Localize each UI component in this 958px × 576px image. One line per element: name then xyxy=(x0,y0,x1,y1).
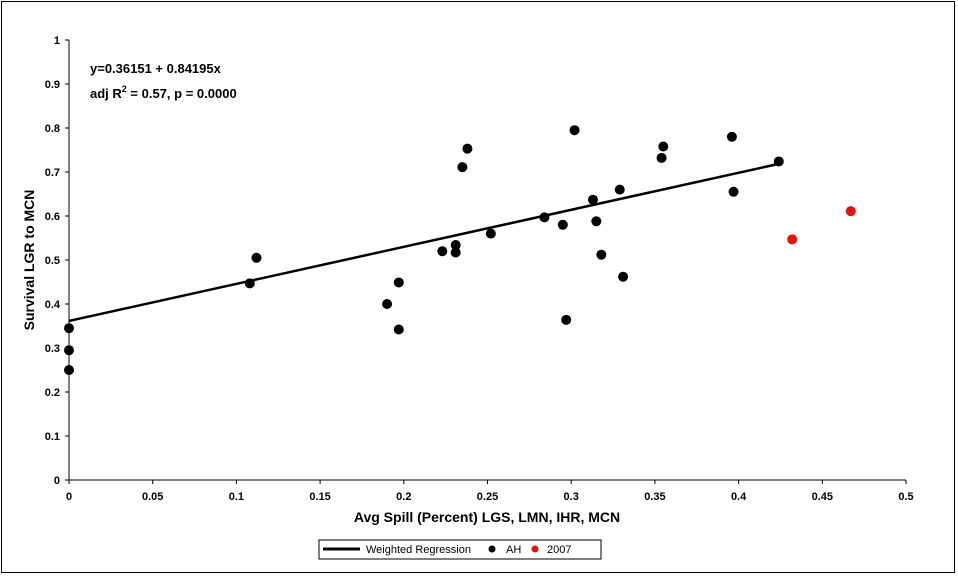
regression-equation: y=0.36151 + 0.84195x xyxy=(90,61,222,76)
data-point xyxy=(618,271,629,282)
data-point xyxy=(773,156,784,167)
plot-area xyxy=(69,40,906,480)
data-point xyxy=(244,278,255,289)
regression-stats: adj R2 = 0.57, p = 0.0000 xyxy=(90,84,237,101)
y-tick-label: 0.9 xyxy=(45,79,60,91)
data-point xyxy=(64,365,74,375)
data-point xyxy=(658,141,669,152)
series-2007 xyxy=(787,206,856,245)
x-tick-label: 0.4 xyxy=(731,491,747,503)
data-point xyxy=(614,184,625,195)
legend: Weighted Regression AH 2007 xyxy=(318,539,602,560)
x-tick-label: 0.5 xyxy=(898,491,913,503)
data-point xyxy=(539,212,550,223)
y-axis-title: Survival LGR to MCN xyxy=(21,190,37,331)
data-point xyxy=(561,314,572,325)
regression-line xyxy=(68,162,781,323)
chart-marks xyxy=(64,125,856,375)
x-tick-label: 0.1 xyxy=(229,491,244,503)
data-point xyxy=(557,219,568,230)
data-point xyxy=(845,206,856,217)
data-point xyxy=(393,324,404,335)
x-tick-label: 0.45 xyxy=(812,491,833,503)
y-tick-label: 0.8 xyxy=(45,123,60,135)
data-point xyxy=(382,299,393,309)
x-tick-label: 0.05 xyxy=(142,491,163,503)
x-axis: 0 0.05 0.1 0.15 0.2 0.25 0.3 0.35 0.4 0.45 0.5 xyxy=(66,479,914,503)
y-tick-label: 0.6 xyxy=(45,211,60,223)
legend-label-regression: Weighted Regression xyxy=(366,544,471,556)
y-tick-label: 0.1 xyxy=(45,431,60,443)
y-tick-label: 0 xyxy=(54,475,60,487)
x-tick-label: 0.2 xyxy=(396,491,411,503)
legend-box xyxy=(318,539,602,560)
data-point xyxy=(726,131,737,142)
legend-label-ah: AH xyxy=(506,544,521,556)
data-point xyxy=(450,247,461,258)
y-tick-label: 0.5 xyxy=(45,255,60,267)
data-point xyxy=(728,186,739,197)
data-point xyxy=(251,252,262,263)
x-axis-title: Avg Spill (Percent) LGS, LMN, IHR, MCN xyxy=(354,509,620,525)
x-tick-label: 0.25 xyxy=(477,491,498,503)
y-tick-label: 0.4 xyxy=(45,299,61,311)
data-point xyxy=(569,125,580,136)
data-point xyxy=(596,249,607,260)
x-tick-label: 0 xyxy=(66,491,72,503)
x-tick-label: 0.35 xyxy=(644,491,665,503)
data-point xyxy=(587,194,598,205)
data-point xyxy=(485,228,496,239)
x-tick-label: 0.3 xyxy=(564,491,579,503)
y-tick-label: 0.7 xyxy=(45,167,60,179)
legend-marker-ah xyxy=(488,545,496,553)
data-point xyxy=(64,323,74,334)
data-point xyxy=(64,345,74,356)
y-axis: 0 0.1 0.2 0.3 0.4 0.5 0.6 0.7 0.8 0.9 1 xyxy=(45,35,70,487)
legend-marker-2007 xyxy=(531,545,539,553)
y-tick-label: 1 xyxy=(54,35,60,47)
plot-background xyxy=(69,40,906,480)
data-point xyxy=(457,162,468,173)
data-point xyxy=(462,143,473,154)
data-point xyxy=(393,277,404,288)
legend-label-2007: 2007 xyxy=(547,544,571,556)
data-point xyxy=(450,240,461,251)
y-tick-label: 0.2 xyxy=(45,387,60,399)
data-point xyxy=(437,246,448,257)
y-tick-label: 0.3 xyxy=(45,343,60,355)
series-ah xyxy=(64,125,784,375)
data-point xyxy=(591,216,602,227)
data-point xyxy=(656,152,667,163)
data-point xyxy=(787,234,798,245)
x-tick-label: 0.15 xyxy=(309,491,330,503)
